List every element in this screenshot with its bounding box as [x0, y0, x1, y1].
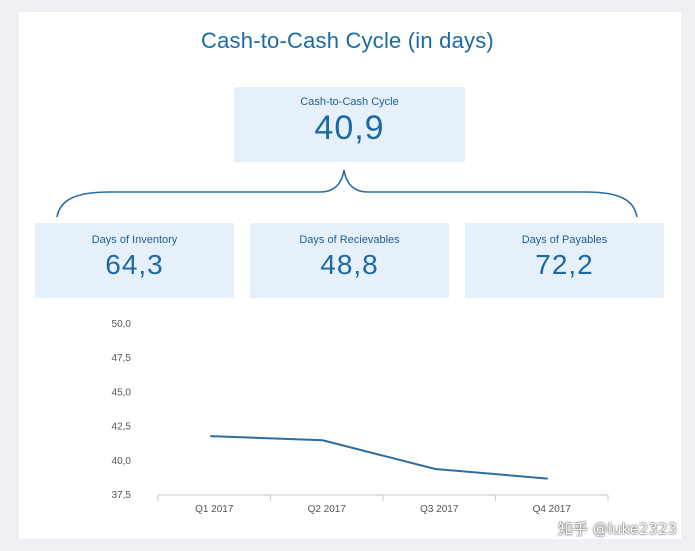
kpi-days-inventory-value: 64,3	[105, 249, 164, 280]
kpi-cash-to-cash-label: Cash-to-Cash Cycle	[300, 96, 399, 108]
y-tick-label: 47,5	[112, 353, 132, 364]
kpi-cash-to-cash-value: 40,9	[314, 109, 385, 147]
x-axis-ticks: Q1 2017 Q2 2017 Q3 2017 Q4 2017	[157, 495, 609, 515]
x-tick-label: Q3 2017	[420, 504, 459, 515]
y-tick-label: 37,5	[112, 490, 132, 501]
y-tick-label: 40,0	[112, 456, 132, 467]
kpi-days-payables: Days of Payables 72,2	[465, 223, 664, 298]
kpi-days-inventory: Days of Inventory 64,3	[35, 223, 234, 298]
y-axis-ticks: 50,0 47,5 45,0 42,5 40,0 37,5	[112, 319, 132, 501]
series-points	[210, 436, 548, 479]
x-tick-label: Q2 2017	[308, 504, 347, 515]
y-tick-label: 45,0	[112, 387, 132, 398]
kpi-days-receivables-value: 48,8	[320, 249, 379, 280]
kpi-days-payables-label: Days of Payables	[521, 234, 608, 246]
y-tick-label: 42,5	[112, 422, 132, 433]
page-title: Cash-to-Cash Cycle (in days)	[201, 28, 494, 53]
watermark: 知乎 @luke2323	[558, 520, 677, 538]
y-tick-label: 50,0	[112, 319, 132, 330]
kpi-days-payables-value: 72,2	[535, 249, 594, 280]
x-tick-label: Q1 2017	[195, 504, 234, 515]
series-line	[210, 435, 548, 480]
x-tick-label: Q4 2017	[533, 504, 572, 515]
kpi-days-receivables: Days of Recievables 48,8	[250, 223, 449, 298]
kpi-days-receivables-label: Days of Recievables	[299, 234, 400, 246]
kpi-cash-to-cash: Cash-to-Cash Cycle 40,9	[234, 87, 465, 162]
kpi-days-inventory-label: Days of Inventory	[91, 234, 178, 246]
